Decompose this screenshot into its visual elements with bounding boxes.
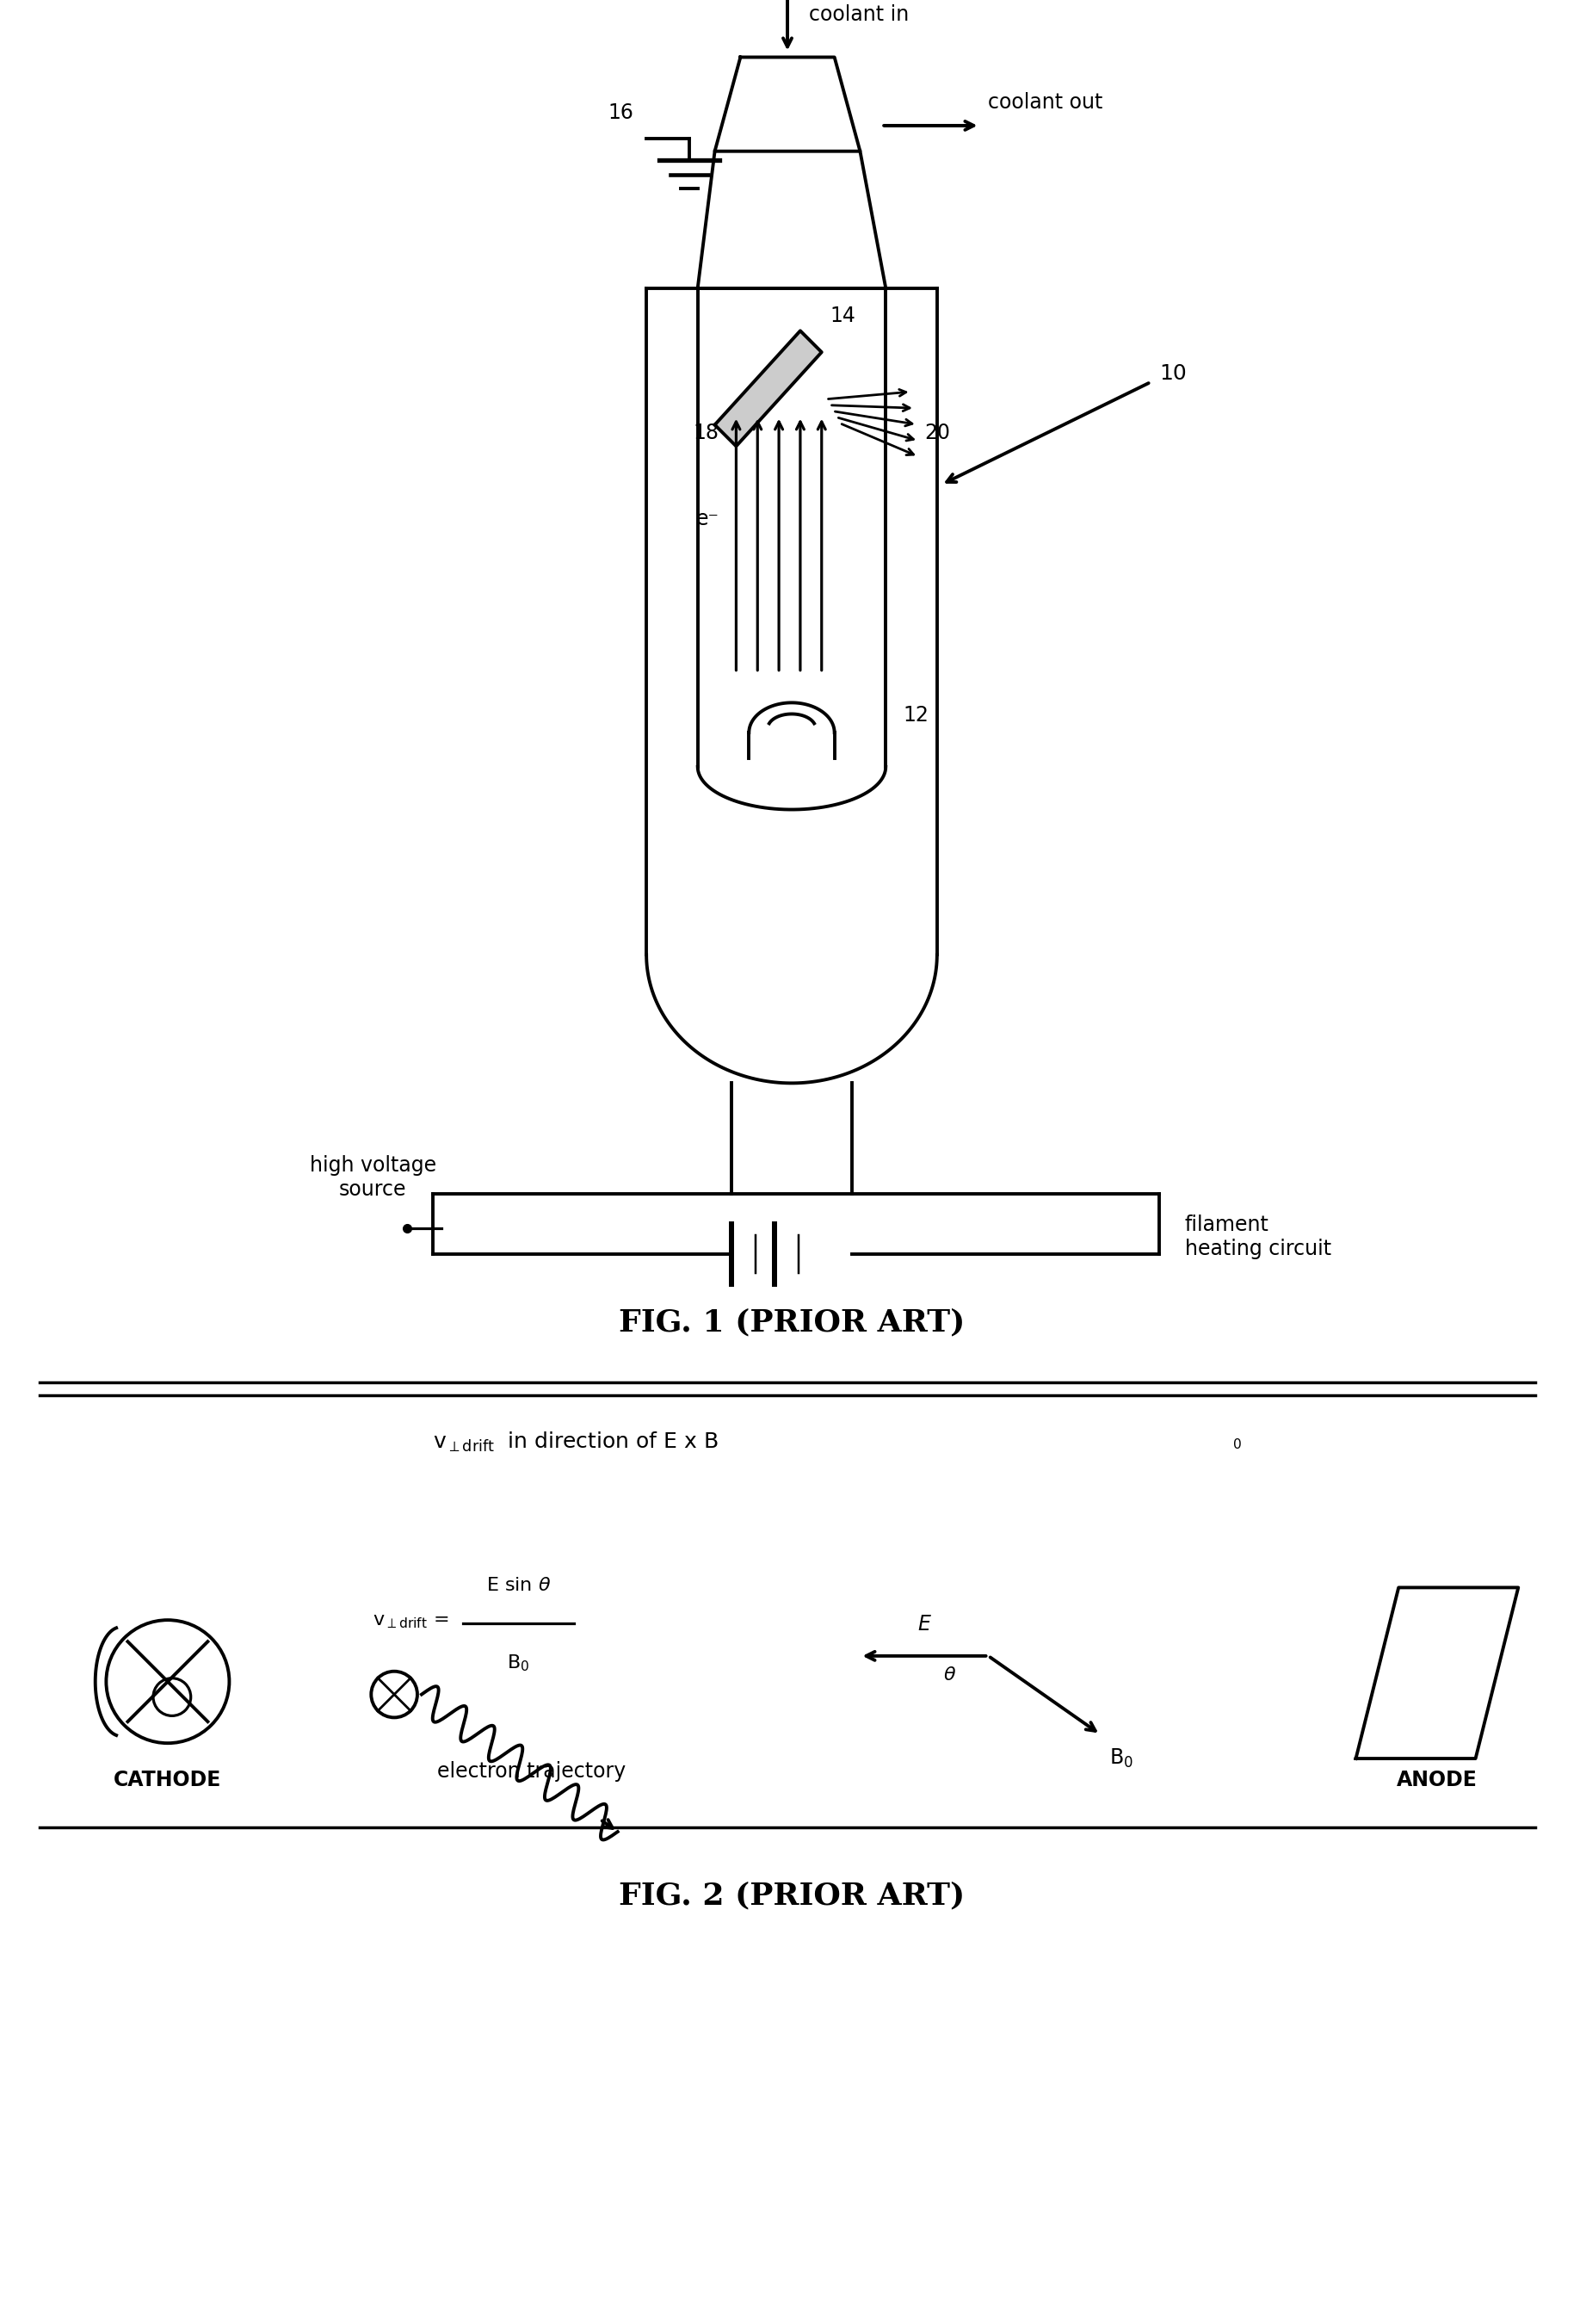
Text: B$_0$: B$_0$	[1109, 1748, 1133, 1771]
Text: 14: 14	[830, 307, 856, 325]
Text: $\mathregular{_0}$: $\mathregular{_0}$	[1232, 1434, 1242, 1450]
Polygon shape	[714, 330, 822, 446]
Text: E sin $\theta$: E sin $\theta$	[485, 1578, 550, 1594]
Text: FIG. 1 (PRIOR ART): FIG. 1 (PRIOR ART)	[619, 1308, 965, 1336]
Text: $\mathregular{v_{\perp drift}}$ =: $\mathregular{v_{\perp drift}}$ =	[373, 1613, 449, 1631]
Text: 20: 20	[924, 423, 950, 444]
Text: coolant out: coolant out	[989, 93, 1103, 114]
Text: coolant in: coolant in	[809, 5, 908, 26]
Text: $\mathregular{v_{\perp drift}}$  in direction of E x B: $\mathregular{v_{\perp drift}}$ in direc…	[433, 1432, 717, 1455]
Text: ANODE: ANODE	[1397, 1769, 1477, 1789]
Text: E: E	[918, 1613, 931, 1634]
Text: filament
heating circuit: filament heating circuit	[1185, 1215, 1332, 1260]
Text: 12: 12	[902, 704, 929, 725]
Text: B$_0$: B$_0$	[507, 1652, 529, 1673]
Text: electron trajectory: electron trajectory	[438, 1762, 626, 1783]
Text: FIG. 2 (PRIOR ART): FIG. 2 (PRIOR ART)	[619, 1880, 965, 1910]
Text: high voltage
source: high voltage source	[310, 1155, 436, 1199]
Text: 18: 18	[694, 423, 719, 444]
Text: 10: 10	[1160, 363, 1187, 383]
Text: 16: 16	[608, 102, 634, 123]
Text: CATHODE: CATHODE	[114, 1769, 221, 1789]
Text: $\theta$: $\theta$	[943, 1666, 956, 1683]
Text: e⁻: e⁻	[695, 509, 719, 530]
